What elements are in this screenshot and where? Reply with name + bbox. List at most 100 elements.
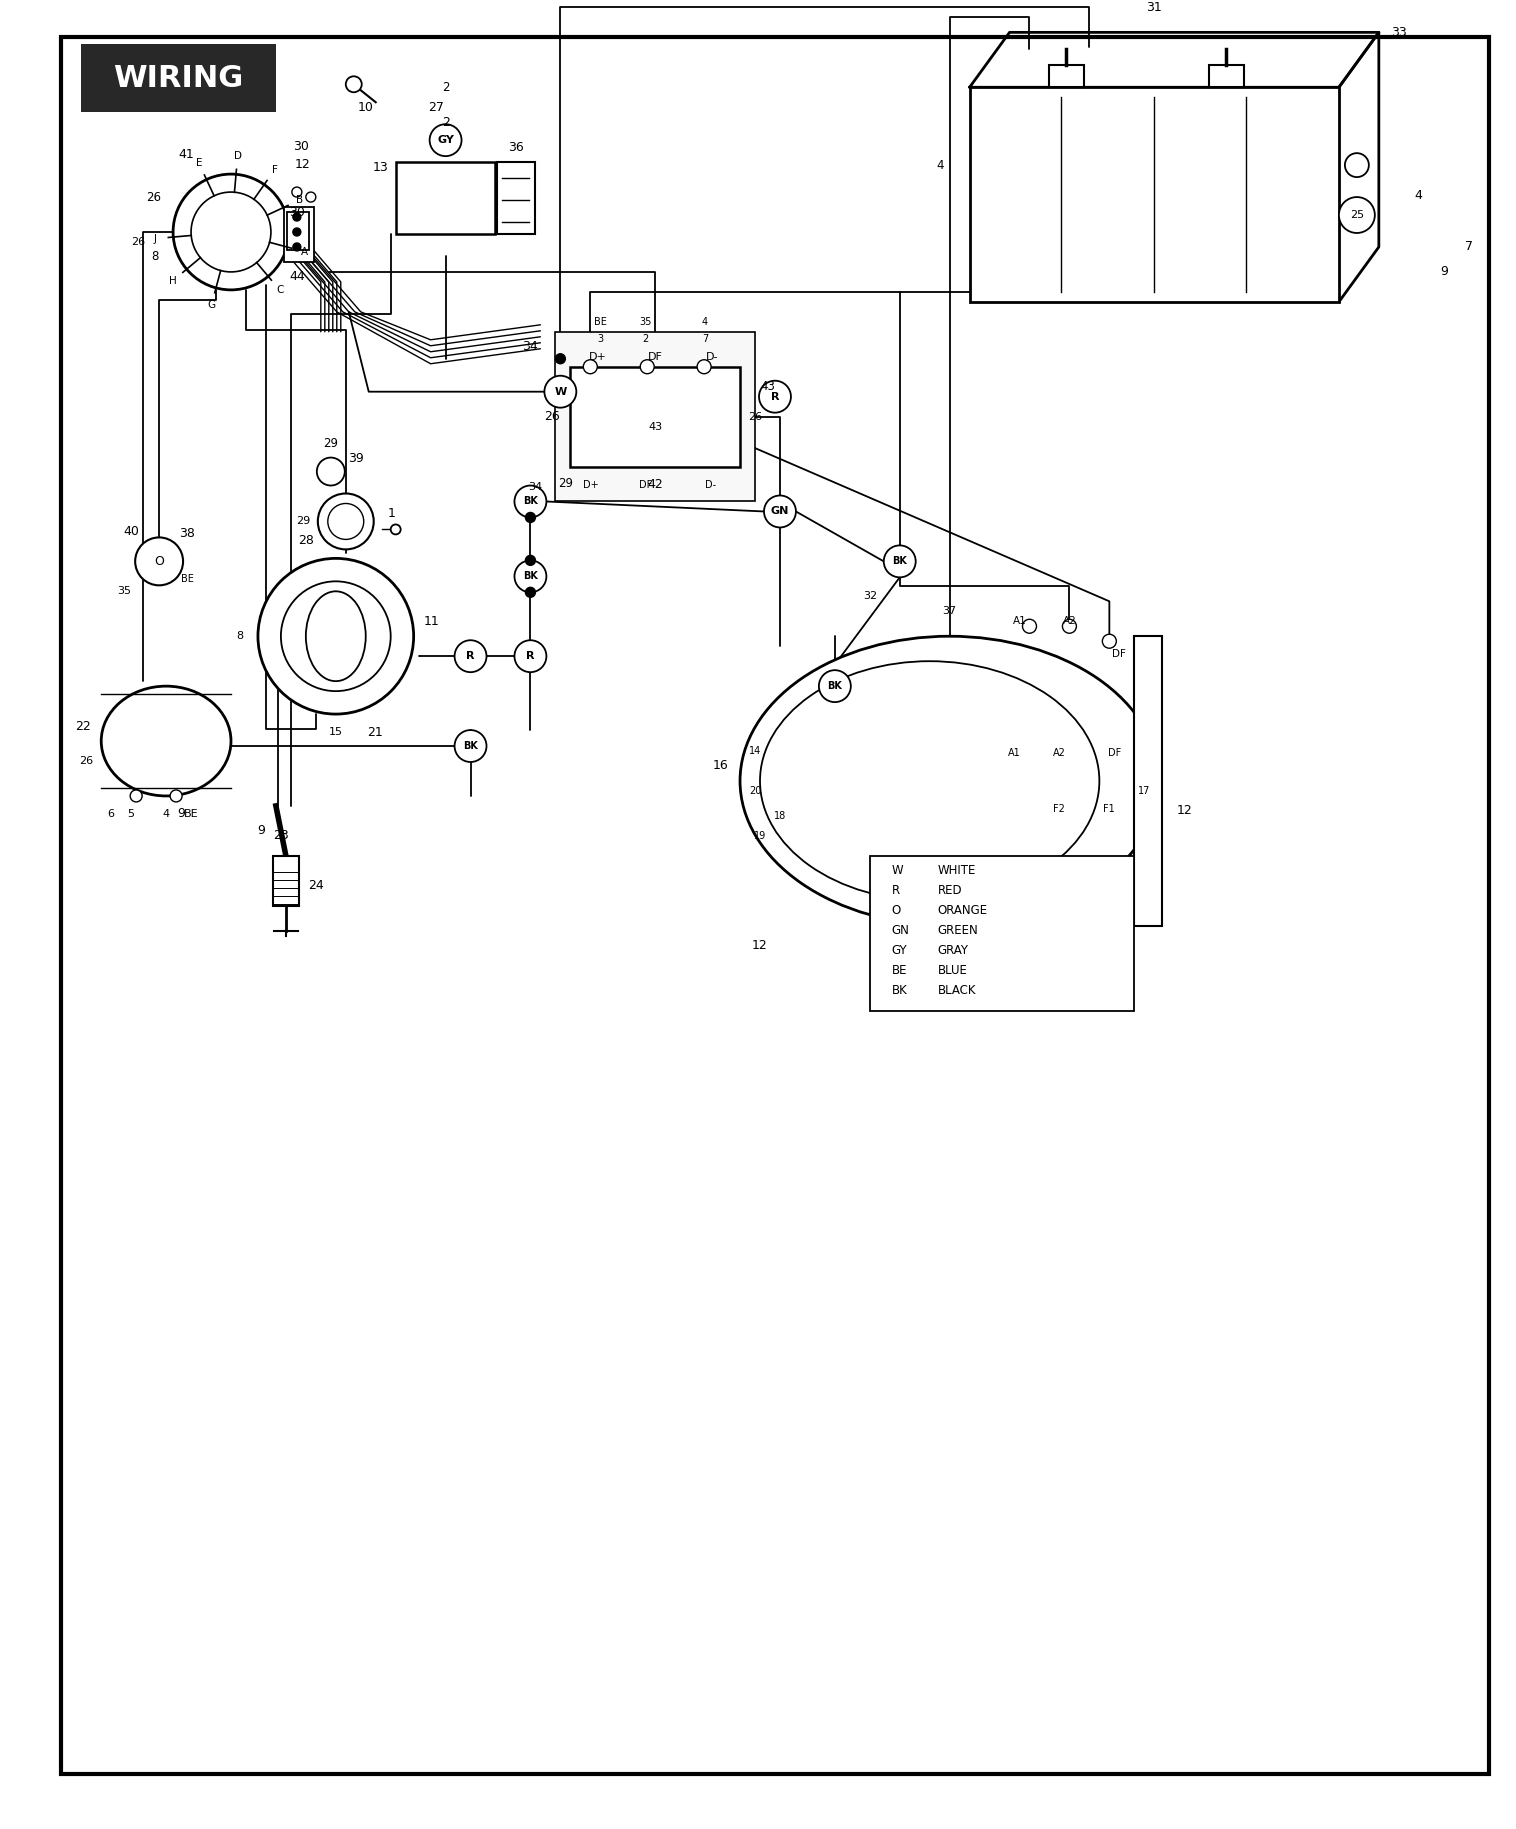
Circle shape (293, 212, 300, 221)
Bar (970, 88, 1339, 302)
Text: 23: 23 (273, 829, 288, 843)
Circle shape (514, 640, 546, 673)
Text: RED: RED (938, 883, 963, 898)
Text: BK: BK (891, 984, 908, 997)
Text: A1: A1 (1013, 616, 1026, 626)
Text: C: C (276, 285, 283, 294)
Text: H: H (168, 276, 177, 285)
Bar (287, 212, 309, 251)
Text: GN: GN (891, 924, 910, 936)
Text: BLUE: BLUE (938, 964, 967, 977)
Text: 11: 11 (424, 615, 440, 627)
Text: D-: D- (705, 479, 716, 490)
Text: 26: 26 (79, 755, 94, 766)
Text: 2: 2 (441, 80, 449, 93)
Circle shape (764, 496, 796, 527)
Circle shape (293, 229, 300, 236)
Text: F2: F2 (1063, 936, 1076, 946)
Circle shape (455, 640, 487, 673)
Text: 44: 44 (290, 271, 305, 283)
Text: 6: 6 (108, 808, 115, 819)
Text: 7: 7 (702, 333, 708, 344)
Text: 19: 19 (753, 830, 766, 841)
Text: DF: DF (647, 351, 662, 362)
Text: R: R (526, 651, 535, 662)
Circle shape (526, 512, 535, 523)
Text: 34: 34 (523, 340, 538, 353)
Bar (273, 856, 299, 905)
Circle shape (318, 494, 374, 549)
Text: GREEN: GREEN (938, 924, 978, 936)
Text: 7: 7 (1464, 240, 1472, 254)
Circle shape (584, 360, 597, 373)
Circle shape (317, 457, 344, 485)
Text: 20: 20 (749, 786, 761, 796)
Bar (497, 163, 535, 234)
Text: DF: DF (1108, 748, 1120, 757)
Text: 32: 32 (863, 591, 876, 602)
Text: 27: 27 (428, 101, 444, 113)
Text: BLACK: BLACK (938, 984, 976, 997)
Text: 31: 31 (1146, 0, 1163, 15)
Text: 39: 39 (347, 452, 364, 465)
Circle shape (526, 587, 535, 598)
Circle shape (819, 669, 850, 702)
Text: 26: 26 (544, 410, 561, 422)
Text: 3: 3 (597, 333, 603, 344)
Text: 36: 36 (508, 141, 523, 154)
Text: 8: 8 (152, 251, 159, 263)
Circle shape (280, 582, 391, 691)
Bar (82, 44, 276, 112)
Text: 9: 9 (258, 825, 265, 838)
Text: 30: 30 (293, 139, 309, 152)
Circle shape (514, 485, 546, 518)
Text: G: G (208, 300, 215, 311)
Text: DF: DF (1113, 649, 1126, 658)
Text: 43: 43 (761, 380, 775, 393)
Text: 13: 13 (373, 161, 388, 174)
Circle shape (346, 77, 362, 91)
Circle shape (173, 174, 290, 289)
Text: D-: D- (706, 351, 719, 362)
Text: BE: BE (594, 316, 606, 327)
Text: 43: 43 (649, 422, 662, 432)
Bar (1210, 66, 1245, 88)
Bar (1049, 66, 1084, 88)
Circle shape (1339, 198, 1375, 232)
Text: 10: 10 (358, 101, 373, 113)
Bar (1134, 636, 1163, 925)
Circle shape (514, 560, 546, 593)
Text: 29: 29 (558, 477, 573, 490)
Text: BK: BK (523, 571, 538, 582)
Bar (870, 856, 1134, 1011)
Text: 26: 26 (130, 238, 146, 247)
Text: R: R (891, 883, 901, 898)
Circle shape (640, 360, 655, 373)
Text: D+: D+ (590, 351, 608, 362)
Text: 40: 40 (123, 525, 139, 538)
Text: F1: F1 (1113, 904, 1125, 913)
Text: BK: BK (828, 680, 843, 691)
Circle shape (391, 525, 400, 534)
Ellipse shape (740, 636, 1160, 925)
Circle shape (293, 187, 302, 198)
Text: 24: 24 (308, 880, 324, 893)
Text: GY: GY (437, 135, 453, 144)
Text: GY: GY (891, 944, 908, 957)
Text: 4: 4 (162, 808, 170, 819)
Text: 41: 41 (179, 148, 194, 161)
Ellipse shape (306, 591, 365, 680)
Circle shape (1022, 620, 1037, 633)
Ellipse shape (760, 662, 1099, 900)
Text: 35: 35 (640, 316, 652, 327)
Circle shape (1102, 635, 1116, 647)
Text: 2: 2 (643, 333, 649, 344)
Text: 4: 4 (1414, 188, 1422, 201)
Text: 9: 9 (1440, 265, 1448, 278)
Text: 4: 4 (935, 159, 943, 172)
Circle shape (526, 556, 535, 565)
Circle shape (293, 243, 300, 251)
Circle shape (455, 730, 487, 763)
Text: 35: 35 (117, 587, 132, 596)
Ellipse shape (102, 686, 230, 796)
